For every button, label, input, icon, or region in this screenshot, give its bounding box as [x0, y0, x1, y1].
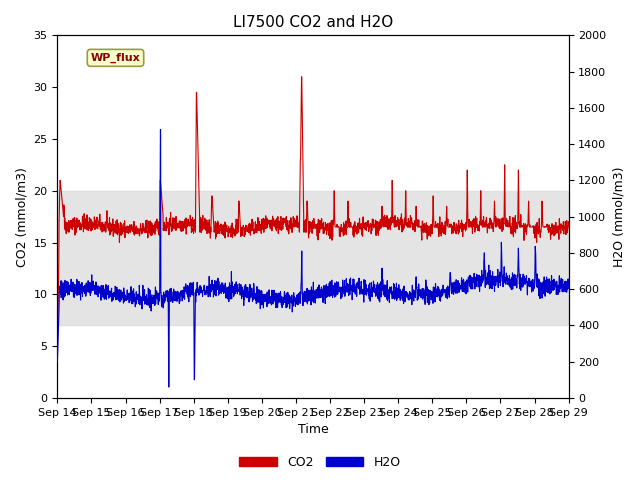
H2O: [534, 280, 542, 286]
Title: LI7500 CO2 and H2O: LI7500 CO2 and H2O: [233, 15, 393, 30]
CO2: [54, 354, 61, 360]
H2O: [339, 288, 347, 294]
H2O: [564, 283, 572, 288]
CO2: [328, 223, 335, 228]
CO2: [298, 74, 305, 80]
CO2: [564, 222, 572, 228]
H2O: [165, 384, 173, 390]
Line: CO2: CO2: [58, 77, 568, 357]
CO2: [520, 220, 527, 226]
Y-axis label: CO2 (mmol/m3): CO2 (mmol/m3): [15, 167, 28, 266]
CO2: [461, 222, 469, 228]
H2O: [462, 281, 470, 287]
CO2: [196, 229, 204, 235]
CO2: [534, 229, 541, 235]
X-axis label: Time: Time: [298, 423, 328, 436]
H2O: [328, 277, 335, 283]
H2O: [520, 281, 528, 287]
Text: WP_flux: WP_flux: [91, 53, 140, 63]
Legend: CO2, H2O: CO2, H2O: [234, 451, 406, 474]
CO2: [339, 227, 346, 233]
Line: H2O: H2O: [58, 130, 568, 387]
Bar: [58, 191, 568, 325]
H2O: [196, 286, 204, 291]
H2O: [54, 359, 61, 364]
H2O: [157, 127, 164, 132]
Y-axis label: H2O (mmol/m3): H2O (mmol/m3): [612, 167, 625, 267]
